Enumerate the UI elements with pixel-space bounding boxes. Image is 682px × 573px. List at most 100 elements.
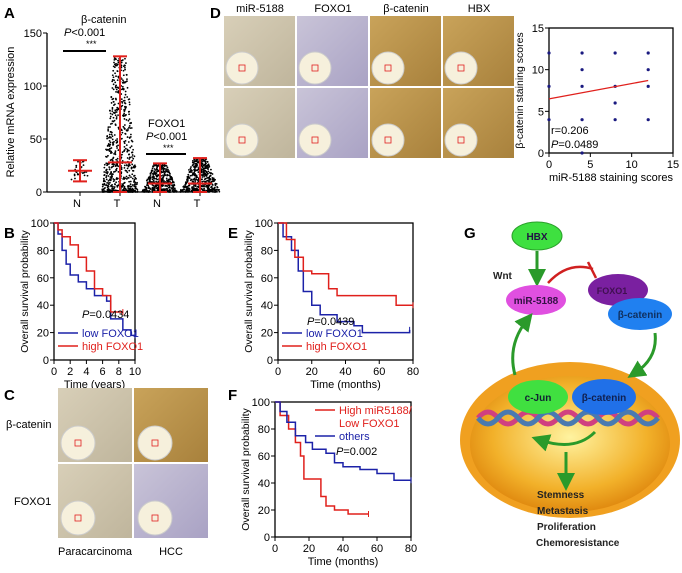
inset-marker [238,64,246,72]
data-point [81,172,84,174]
data-point [121,184,124,186]
data-point [126,78,128,81]
data-point [214,183,217,186]
plot-frame [53,222,136,361]
y-tick-label: 100 [252,397,270,409]
data-point [152,173,155,176]
stars-bcatenin: *** [86,39,97,49]
data-point [111,113,114,116]
data-point [102,177,105,180]
data-point [128,174,131,177]
data-point [124,90,127,93]
data-point [134,176,137,179]
data-point [200,188,203,190]
data-point [122,188,125,191]
data-point [110,166,113,169]
data-point [114,150,117,152]
y-tick-label: 40 [258,478,270,490]
data-point [193,168,195,171]
data-point [194,173,196,175]
x-tick-label: 0 [272,543,278,555]
data-point [131,151,134,154]
data-point [216,186,219,188]
data-point [206,160,209,163]
data-point [208,171,211,174]
data-point [190,190,193,192]
data-point [188,184,191,187]
legend-label: Low FOXO1 [339,418,400,430]
data-point [120,129,123,132]
group-label-bcatenin: β-catenin [81,14,126,26]
data-point [107,188,110,191]
inset-core [371,123,405,157]
data-point [129,146,132,149]
inset-marker [311,64,319,72]
panel-f: 0 20 40 60 80 100 0 20 40 60 80 Time (months) Overal… [240,397,417,568]
data-point [124,133,127,135]
km-curve-high-mir5188-low-foxo1 [275,401,369,515]
data-point [109,131,112,133]
y-tick-label: 0 [267,355,273,367]
data-point [106,145,109,147]
data-point [202,164,205,167]
data-point [111,173,114,176]
data-point [121,153,123,156]
data-point [129,187,132,190]
arrow-cjun-mir [511,312,533,376]
data-point [203,171,205,174]
data-point [195,164,198,167]
data-point [109,191,111,193]
data-point [73,173,76,176]
data-point [111,106,114,109]
cjun-node [508,380,568,414]
data-point [218,190,221,193]
data-point [111,185,114,188]
inset-marker [238,136,246,144]
data-point [122,88,125,91]
data-point [126,80,128,83]
data-point [133,185,136,188]
y-tick-label: 50 [30,134,42,146]
data-point [183,188,186,191]
x-tick-label: N [153,198,161,210]
data-point [108,166,111,168]
data-point [113,57,116,59]
data-point [108,109,111,112]
data-point [70,178,73,181]
km-curve-low-foxo1 [278,222,411,334]
data-point [173,187,176,190]
data-point [117,165,120,168]
y-tick-label: 80 [261,245,273,257]
data-point [115,178,118,180]
stars-foxo1: *** [163,143,174,153]
data-point [127,176,130,179]
data-point [218,189,221,191]
y-tick-label: 60 [261,273,273,285]
data-point [112,116,115,119]
data-point [162,167,165,170]
data-point [131,173,134,176]
data-point [117,75,120,78]
data-point [212,189,215,191]
data-point [112,171,115,173]
data-point [207,185,210,188]
data-point [103,190,106,193]
data-point [152,165,155,168]
inset-core [298,51,332,85]
data-point [123,142,126,145]
data-point [112,76,115,79]
data-point [127,128,129,130]
y-axis-label: Overall survival probability [240,407,252,530]
data-point [130,139,133,142]
data-point [157,186,160,189]
data-point [127,184,130,187]
data-point [205,171,208,174]
data-point [165,177,168,180]
data-point [141,189,144,192]
data-point [122,74,125,77]
bcatenin-cytoplasm-node [608,298,672,330]
data-point [646,68,650,72]
data-point [133,184,136,186]
data-point [200,170,203,173]
data-point [173,190,176,193]
